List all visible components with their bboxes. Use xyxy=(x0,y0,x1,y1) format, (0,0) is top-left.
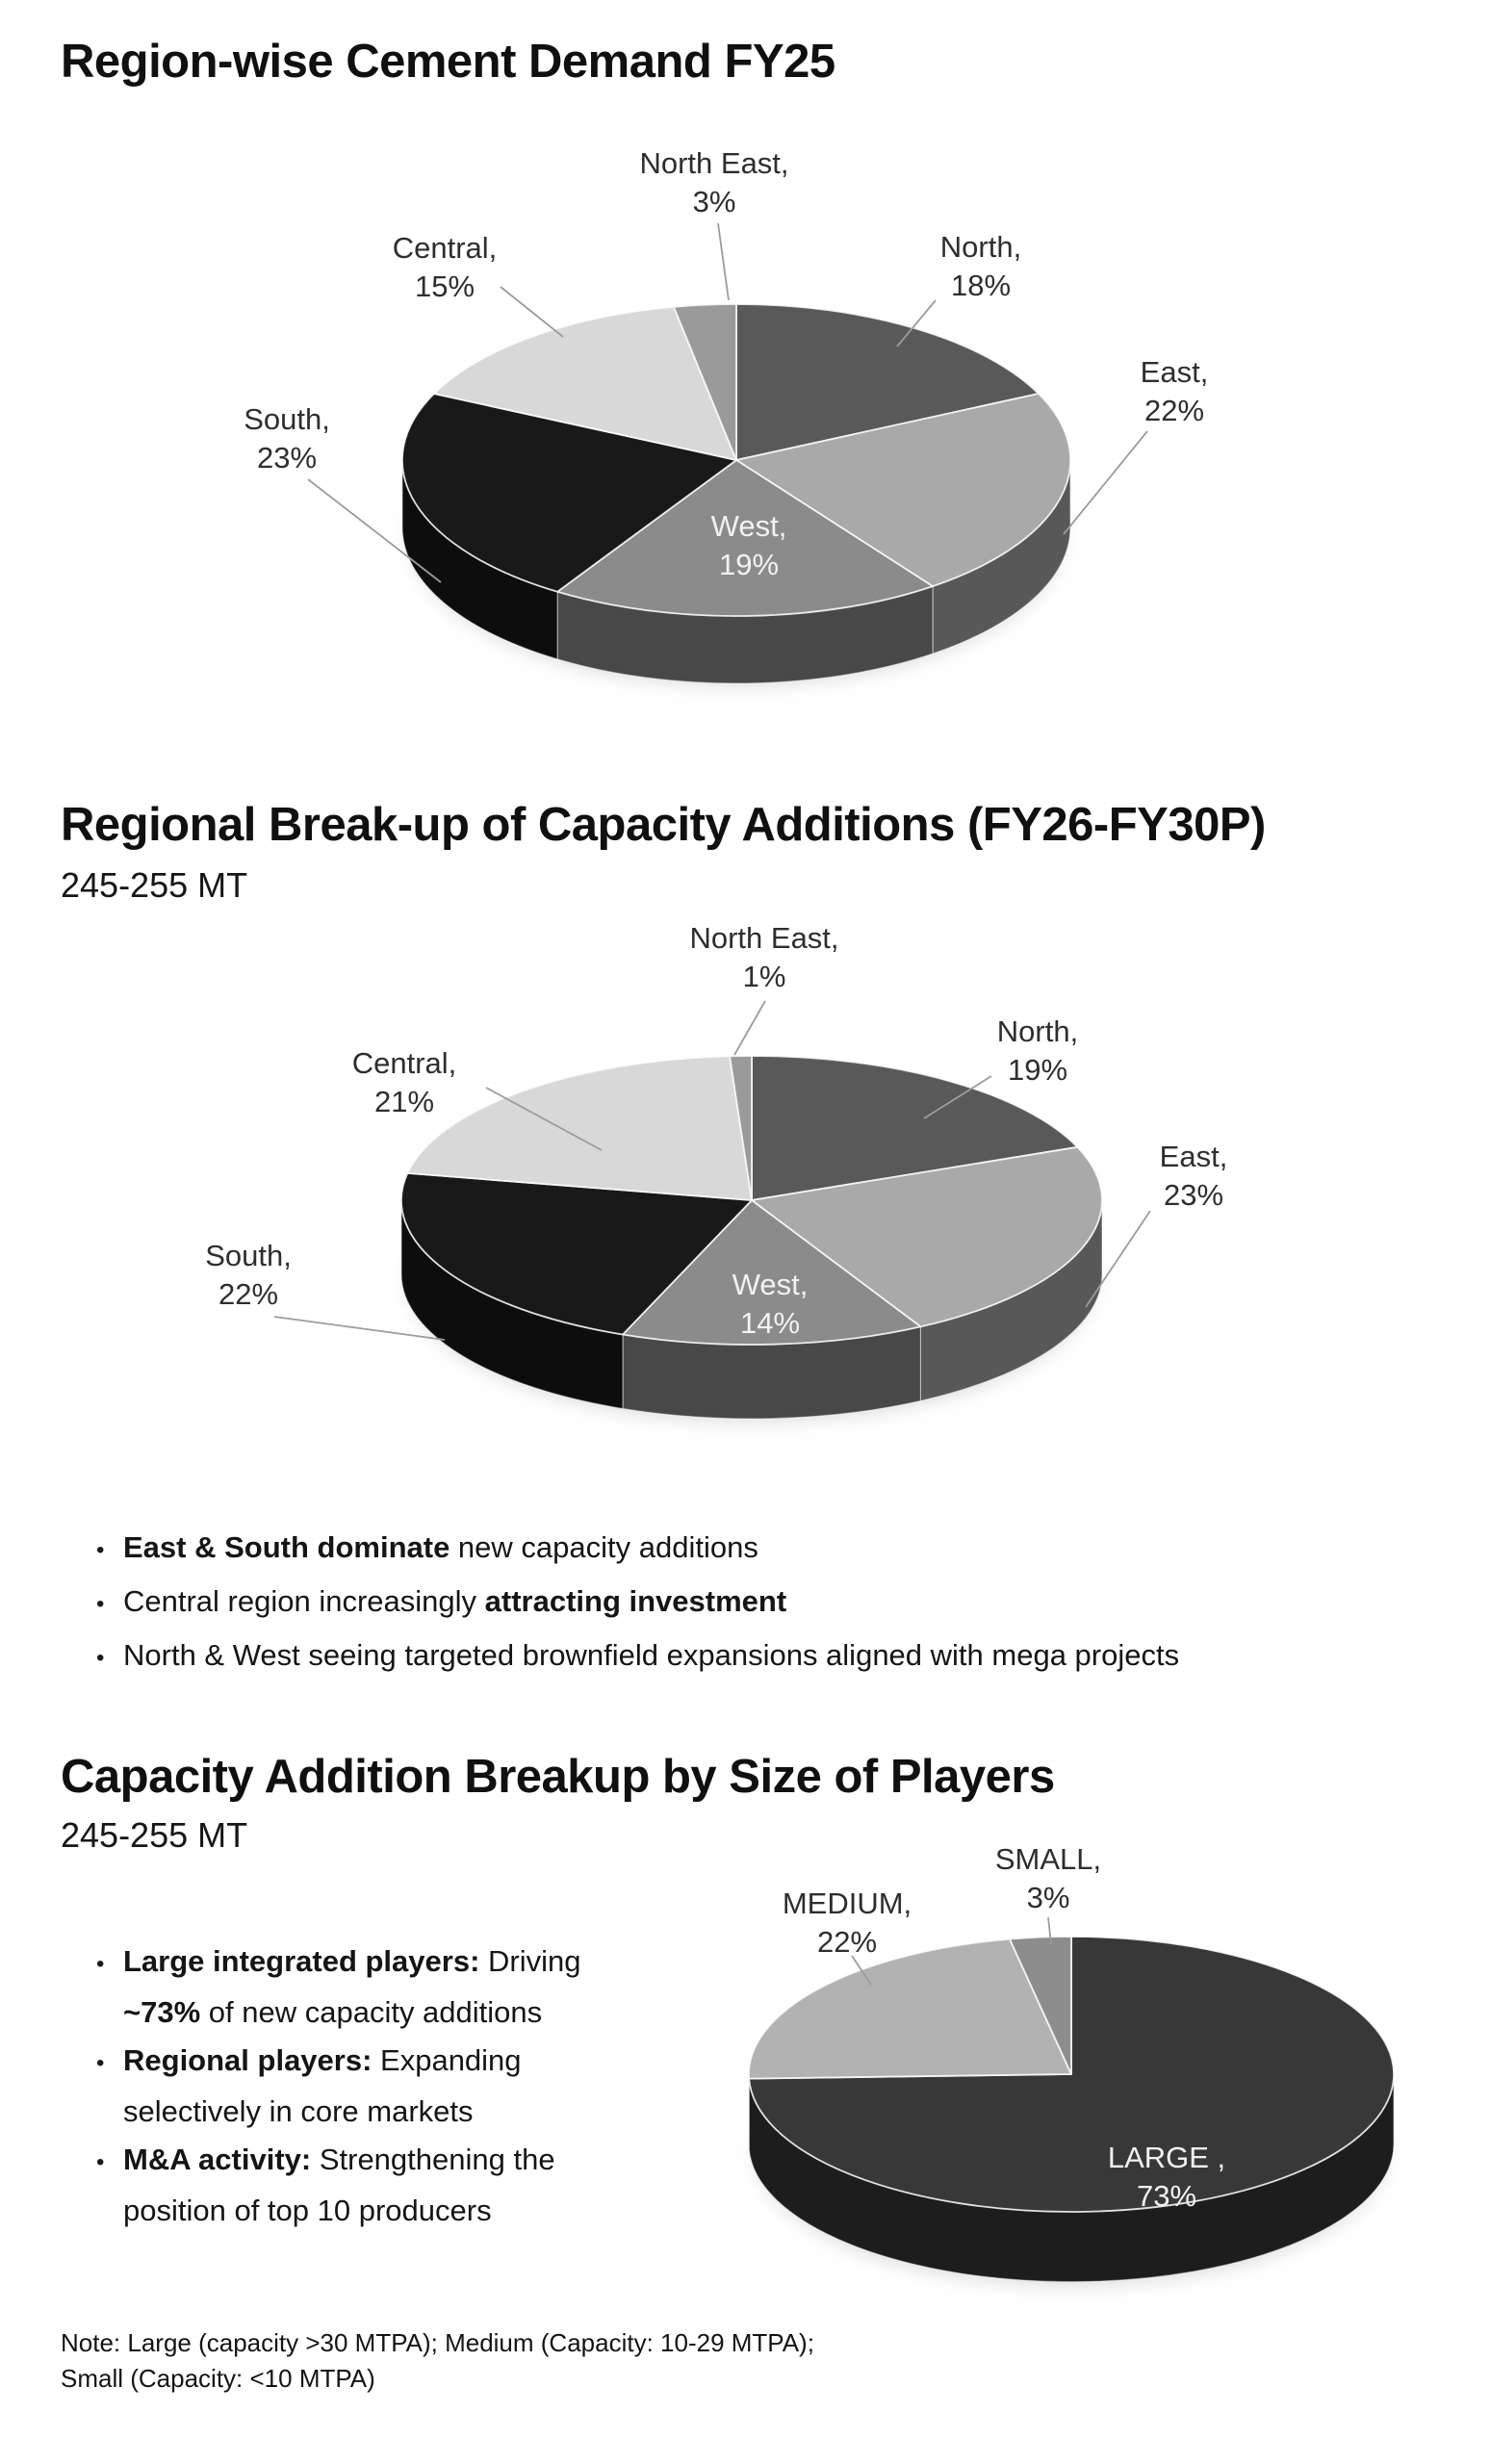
pie-slice-east xyxy=(751,1145,1103,1328)
title-capacity-by-player-size: Capacity Addition Breakup by Size of Pla… xyxy=(61,1751,1055,1803)
leader-line-medium xyxy=(851,1955,872,1986)
slice-label-west: West, 19% xyxy=(711,509,787,581)
regional-insights-list: • East & South dominate new capacity addi… xyxy=(64,1522,1179,1683)
pie-slice-east xyxy=(735,393,1071,587)
pie-slice-north-east xyxy=(729,1055,753,1201)
player-insights-list: • Large integrated players: Driving ~73% o… xyxy=(64,1938,581,2235)
bullet-item: • North & West seeing targeted brownfield… xyxy=(64,1630,1179,1683)
slice-label-medium: MEDIUM, 22% xyxy=(783,1886,912,1959)
slice-label-north-east: North East, 1% xyxy=(689,921,838,993)
subtitle-capacity-total-mt-2: 245-255 MT xyxy=(61,1815,248,1855)
slice-label-south: South, 22% xyxy=(205,1239,292,1311)
bullet-dot: • xyxy=(96,1537,105,1563)
pie-slice-north-east xyxy=(673,303,737,461)
leader-line-north xyxy=(896,299,937,347)
slice-label-north: North, 18% xyxy=(940,230,1021,302)
leader-line-south xyxy=(273,1316,446,1341)
bullet-dot: • xyxy=(96,2050,105,2076)
slice-label-west: West, 14% xyxy=(732,1268,809,1340)
pie-slice-south xyxy=(400,1172,753,1336)
leader-line-central xyxy=(485,1087,603,1151)
pie-slice-medium xyxy=(748,1938,1072,2080)
slice-label-east: East, 23% xyxy=(1160,1140,1228,1212)
pie-chart-2: North, 19% East, 23% West, 14% South, 22% Centra… xyxy=(205,921,1227,1420)
footnote-line-1: Note: Large (capacity >30 MTPA); Medium … xyxy=(61,2328,814,2357)
bullet-dot: • xyxy=(96,2149,105,2175)
slice-label-north: North, 19% xyxy=(997,1014,1078,1087)
footnote-line-2: Small (Capacity: <10 MTPA) xyxy=(61,2364,375,2393)
slice-label-central: Central, 15% xyxy=(393,231,498,303)
title-regional-breakup-capacity-additions: Regional Break-up of Capacity Additions … xyxy=(61,799,1266,851)
leader-line-east xyxy=(1085,1210,1151,1308)
pie-slice-central xyxy=(433,306,737,461)
pie-slice-west xyxy=(622,1199,922,1346)
slice-label-central: Central, 21% xyxy=(352,1046,457,1118)
pie-chart-1: North, 18% East, 22% West, 19% South, 23% Centra… xyxy=(244,146,1209,684)
bullet-item: • East & South dominate new capacity addi… xyxy=(64,1522,1179,1576)
bullet-dot: • xyxy=(96,1645,105,1671)
leader-line-north-east xyxy=(733,1000,766,1056)
slice-label-south: South, 23% xyxy=(244,402,330,475)
pie-slice-north xyxy=(751,1055,1079,1201)
bullet-item: • M&A activity: Strengthening the position… xyxy=(64,2136,581,2235)
bullet-item: • Large integrated players: Driving ~73% o… xyxy=(64,1938,581,2037)
footnote: Note: Large (capacity >30 MTPA); Medium … xyxy=(61,2325,814,2397)
slice-label-east: East, 22% xyxy=(1141,355,1209,427)
pie-slice-small xyxy=(1009,1936,1072,2075)
leader-line-north-east xyxy=(717,222,730,301)
leader-line-east xyxy=(1063,430,1148,535)
title-region-wise-cement-demand: Region-wise Cement Demand FY25 xyxy=(61,36,835,88)
bullet-dot: • xyxy=(96,1591,105,1617)
slice-label-north-east: North East, 3% xyxy=(639,146,788,218)
subtitle-capacity-total-mt: 245-255 MT xyxy=(61,865,248,905)
slice-label-small: SMALL, 3% xyxy=(995,1842,1101,1914)
leader-line-small xyxy=(1047,1916,1052,1945)
leader-line-central xyxy=(500,286,564,338)
pie-chart-3: LARGE , 73% MEDIUM, 22% SMALL, 3% xyxy=(748,1842,1395,2283)
pie-slice-central xyxy=(406,1055,753,1201)
pie-slice-south xyxy=(401,393,737,593)
slice-label-large: LARGE , 73% xyxy=(1108,2141,1225,2213)
bullet-dot: • xyxy=(96,1951,105,1977)
bullet-item: • Regional players: Expanding selectively … xyxy=(64,2037,581,2136)
pie-slice-north xyxy=(735,303,1040,461)
leader-line-north xyxy=(923,1075,992,1119)
bullet-item: • Central region increasingly attracting … xyxy=(64,1576,1179,1630)
pie-slice-west xyxy=(556,459,934,617)
leader-line-south xyxy=(307,478,442,583)
